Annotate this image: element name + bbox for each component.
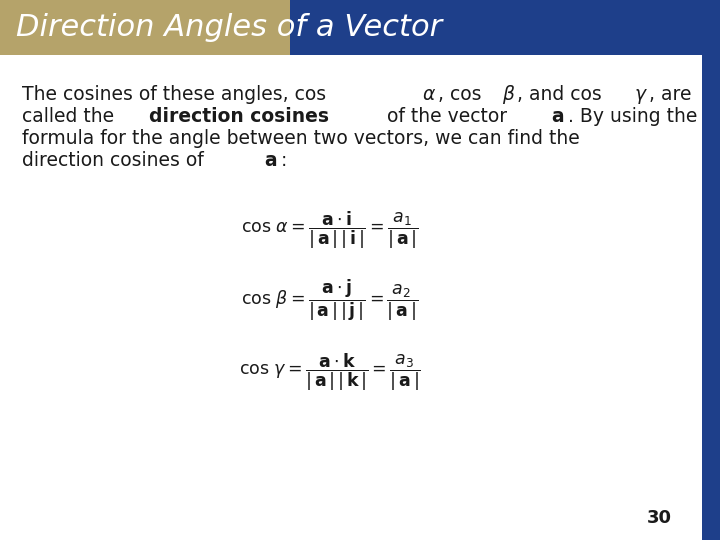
Text: of the vector: of the vector bbox=[381, 107, 513, 126]
Text: β: β bbox=[502, 85, 514, 104]
Text: 30: 30 bbox=[647, 509, 672, 527]
Text: , cos: , cos bbox=[438, 85, 487, 104]
Text: a: a bbox=[264, 151, 277, 170]
Text: direction cosines: direction cosines bbox=[148, 107, 328, 126]
Text: The cosines of these angles, cos: The cosines of these angles, cos bbox=[22, 85, 332, 104]
Text: α: α bbox=[422, 85, 435, 104]
Text: formula for the angle between two vectors, we can find the: formula for the angle between two vector… bbox=[22, 129, 580, 148]
Text: , and cos: , and cos bbox=[518, 85, 608, 104]
Text: , are: , are bbox=[649, 85, 691, 104]
Text: $\cos\,\gamma = \dfrac{\mathbf{a} \cdot \mathbf{k}}{|\,\mathbf{a}\,|\,|\,\mathbf: $\cos\,\gamma = \dfrac{\mathbf{a} \cdot … bbox=[239, 352, 421, 393]
Bar bbox=[0, 0, 290, 55]
Text: γ: γ bbox=[634, 85, 646, 104]
Bar bbox=[290, 0, 720, 55]
Text: $\cos\,\alpha = \dfrac{\mathbf{a} \cdot \mathbf{i}}{|\,\mathbf{a}\,|\,|\,\mathbf: $\cos\,\alpha = \dfrac{\mathbf{a} \cdot … bbox=[241, 210, 419, 251]
Text: $\cos\,\beta = \dfrac{\mathbf{a} \cdot \mathbf{j}}{|\,\mathbf{a}\,|\,|\,\mathbf{: $\cos\,\beta = \dfrac{\mathbf{a} \cdot \… bbox=[241, 277, 418, 323]
Bar bbox=[702, 55, 720, 540]
Text: direction cosines of: direction cosines of bbox=[22, 151, 210, 170]
Text: :: : bbox=[281, 151, 287, 170]
Text: a: a bbox=[552, 107, 564, 126]
Text: called the: called the bbox=[22, 107, 120, 126]
Text: Direction Angles of a Vector: Direction Angles of a Vector bbox=[16, 13, 442, 42]
Text: . By using the: . By using the bbox=[567, 107, 697, 126]
